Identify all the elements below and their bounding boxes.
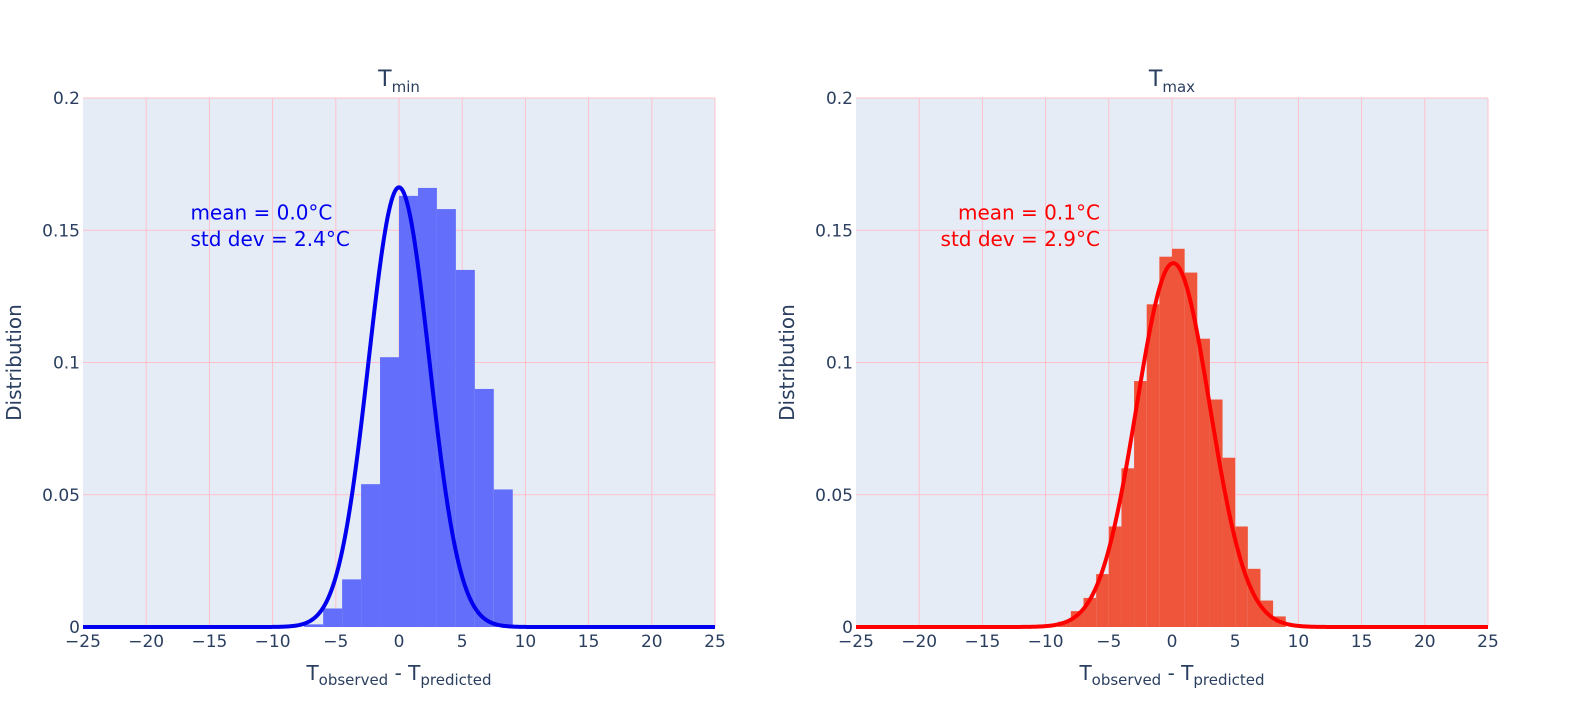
normal-fit-curve [855, 261, 1489, 629]
x-tick-label: −25 [65, 632, 101, 652]
histogram-bar [1134, 381, 1147, 627]
x-tick-label: 0 [394, 632, 405, 652]
histogram-bar [361, 484, 381, 627]
y-tick-label: 0.15 [42, 221, 80, 241]
x-axis-title: Tobserved - Tpredicted [1078, 661, 1264, 689]
histogram-bar [474, 388, 494, 627]
normal-fit-curve [82, 185, 716, 629]
y-tick-label: 0.1 [53, 354, 80, 374]
x-tick-label: −20 [128, 632, 164, 652]
x-tick-label: −20 [901, 632, 937, 652]
x-tick-labels: −25 −20 −15 −10 −5 0 5 10 15 20 25 [838, 632, 1499, 652]
histogram-bar [1172, 248, 1185, 627]
y-axis-title: Distribution [2, 304, 26, 421]
x-tick-label: 25 [1477, 632, 1499, 652]
histogram-bar [304, 624, 324, 627]
x-axis-title-t2: T [1180, 661, 1194, 685]
x-tick-label: 15 [578, 632, 600, 652]
x-axis-title-sub2: predicted [1193, 671, 1264, 689]
y-tick-label: 0.2 [826, 89, 853, 109]
annotation-mean: mean = 0.0°C [190, 201, 332, 225]
x-tick-label: −10 [255, 632, 291, 652]
histogram-bar [1108, 526, 1122, 627]
title-main: T [1148, 67, 1163, 92]
histogram-bar [455, 269, 475, 627]
histogram-bar [323, 608, 343, 627]
x-tick-label: 5 [1230, 632, 1241, 652]
x-axis-title-sub2: predicted [420, 671, 491, 689]
x-tick-label: 10 [1288, 632, 1310, 652]
histogram-bar [399, 195, 418, 628]
title-main: T [377, 67, 392, 92]
y-tick-label: 0.15 [815, 221, 853, 241]
x-tick-label: −15 [964, 632, 1000, 652]
histogram-bar [1159, 256, 1172, 627]
y-tick-labels: 0 0.05 0.1 0.15 0.2 [42, 89, 80, 638]
y-tick-label: 0 [69, 618, 80, 638]
x-tick-label: −25 [838, 632, 874, 652]
x-axis-title-t1: T [1078, 661, 1092, 685]
x-axis-title: Tobserved - Tpredicted [305, 661, 491, 689]
x-axis-title-sep: - [388, 661, 408, 685]
y-tick-labels: 0 0.05 0.1 0.15 0.2 [815, 89, 853, 638]
y-tick-label: 0.05 [42, 486, 80, 506]
x-axis-title-sep: - [1161, 661, 1181, 685]
histogram-bars [304, 187, 513, 628]
title-subscript: max [1162, 78, 1195, 96]
x-tick-label: −5 [323, 632, 348, 652]
x-tick-label: 0 [1167, 632, 1178, 652]
x-tick-label: 10 [515, 632, 537, 652]
x-tick-label: −5 [1096, 632, 1121, 652]
title-subscript: min [392, 78, 420, 96]
y-tick-label: 0.1 [826, 354, 853, 374]
histogram-bar [1184, 272, 1198, 627]
subplot-title: Tmax [1148, 67, 1195, 96]
x-tick-label: 20 [641, 632, 663, 652]
histogram-bar [436, 209, 456, 627]
x-tick-label: 20 [1414, 632, 1436, 652]
histogram-bar [380, 357, 399, 627]
x-axis-title-t1: T [305, 661, 319, 685]
histogram-bar [493, 489, 513, 627]
subplot-tmax: −25 −20 −15 −10 −5 0 5 10 15 20 25 0 0.05 0.1 0.15 0.2… [775, 67, 1499, 689]
x-tick-label: −10 [1028, 632, 1064, 652]
x-axis-title-sub1: observed [319, 671, 389, 689]
y-tick-label: 0.05 [815, 486, 853, 506]
histogram-bar [342, 579, 362, 627]
histogram-bar [1096, 574, 1109, 627]
x-tick-label: 15 [1351, 632, 1373, 652]
annotation-std-dev: std dev = 2.9°C [941, 227, 1100, 251]
y-axis-title: Distribution [775, 304, 799, 421]
histogram-bar [1197, 338, 1210, 627]
subplot-title: Tmin [377, 67, 420, 96]
histogram-bar [1146, 304, 1160, 627]
x-tick-label: −15 [191, 632, 227, 652]
histogram-bar [1121, 468, 1135, 627]
annotation-mean: mean = 0.1°C [958, 201, 1100, 225]
subplot-tmin: −25 −20 −15 −10 −5 0 5 10 15 20 25 0 0.05 0.1 0.15 0.2… [2, 67, 726, 689]
x-axis-title-t2: T [407, 661, 421, 685]
annotation-std-dev: std dev = 2.4°C [190, 227, 349, 251]
x-tick-label: 25 [704, 632, 726, 652]
y-tick-label: 0 [842, 618, 853, 638]
y-tick-label: 0.2 [53, 89, 80, 109]
x-tick-label: 5 [457, 632, 468, 652]
x-tick-labels: −25 −20 −15 −10 −5 0 5 10 15 20 25 [65, 632, 726, 652]
x-axis-title-sub1: observed [1092, 671, 1162, 689]
